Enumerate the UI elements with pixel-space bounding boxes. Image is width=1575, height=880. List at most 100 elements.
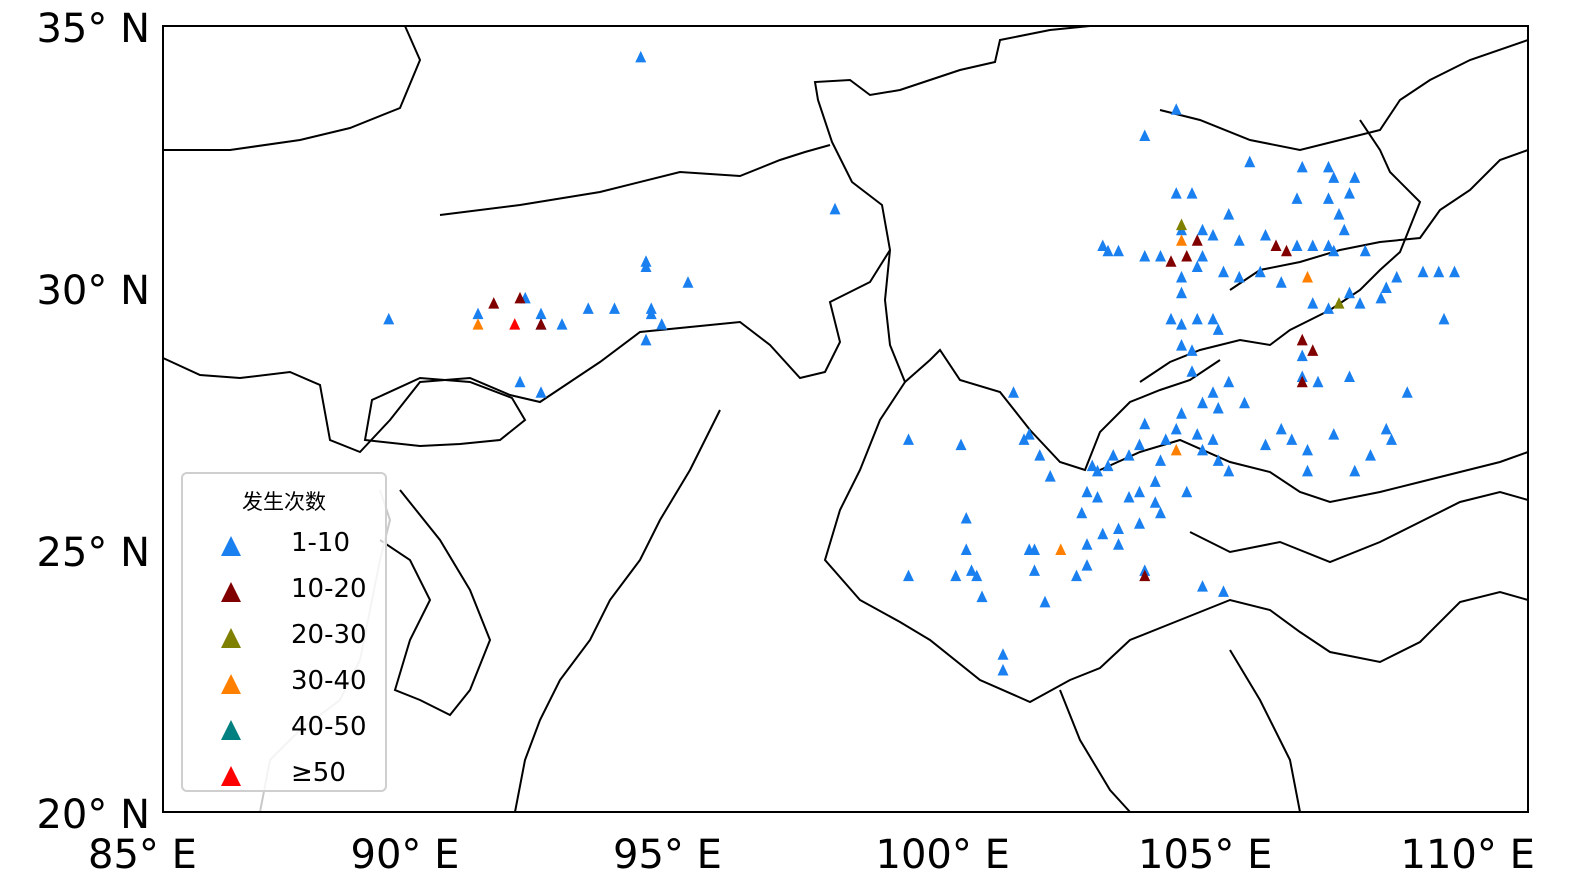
event-point-1-10	[1134, 438, 1145, 451]
event-point-20-30	[1333, 297, 1345, 309]
event-point-1-10	[1076, 506, 1088, 519]
event-point-1-10	[1092, 464, 1103, 477]
y-tick-label: 35° N	[36, 6, 150, 52]
event-point-1-10	[903, 433, 914, 445]
x-tick-label: 105° E	[1138, 832, 1272, 878]
event-point-1-10	[1181, 485, 1193, 498]
event-point-1-10	[1081, 485, 1093, 498]
legend-item: ≥50	[183, 756, 385, 796]
event-point-1-10	[1044, 470, 1056, 482]
event-point-1-10	[1149, 475, 1161, 487]
event-point-1-10	[960, 543, 972, 555]
event-point-1-10	[1328, 428, 1340, 440]
event-point-1-10	[1302, 443, 1313, 456]
event-point-1-10	[1354, 297, 1366, 309]
border-tibet-south	[162, 25, 1091, 454]
event-point-10-20	[1296, 333, 1308, 346]
event-point-1-10	[640, 260, 652, 272]
event-point-1-10	[1123, 449, 1135, 461]
event-point-1-10	[950, 569, 962, 582]
legend-item: 30-40	[183, 664, 385, 704]
event-point-1-10	[682, 276, 694, 288]
x-tick-label: 85° E	[88, 832, 197, 878]
event-point-1-10	[1349, 464, 1361, 477]
legend-title: 发生次数	[242, 490, 326, 514]
event-point-1-10	[640, 333, 652, 346]
event-point-1-10	[1186, 187, 1198, 199]
event-point-1-10	[1344, 286, 1355, 299]
triangle-marker-icon	[221, 628, 241, 648]
event-point-1-10	[1008, 386, 1019, 398]
event-point-1-10	[1191, 428, 1203, 440]
y-axis-ticks: 35° N 30° N 25° N 20° N	[36, 6, 150, 838]
event-point-1-10	[1081, 559, 1093, 571]
event-point-1-10	[1155, 506, 1166, 519]
event-point-1-10	[635, 50, 647, 63]
admin-borders	[162, 25, 1529, 813]
border-shaanxi	[1159, 39, 1529, 152]
event-point-1-10	[609, 302, 620, 314]
event-point-1-10	[1323, 192, 1334, 204]
x-tick-label: 95° E	[613, 832, 722, 878]
event-point-1-10	[1417, 265, 1429, 278]
event-point-1-10	[645, 307, 657, 320]
border-sichuan-tibet	[883, 249, 1221, 472]
event-point-1-10	[1039, 595, 1051, 608]
event-point-1-10	[472, 307, 484, 320]
event-point-1-10	[1207, 433, 1219, 445]
event-point-10-20	[1270, 239, 1282, 252]
legend: 发生次数 1-10 10-20 20-30 30-40 40-50 ≥50	[181, 472, 387, 792]
event-point-1-10	[1223, 208, 1235, 220]
event-point-1-10	[1260, 438, 1271, 451]
event-point-1-10	[1155, 454, 1166, 466]
legend-item: 40-50	[183, 710, 385, 750]
event-point-1-10	[1296, 349, 1308, 362]
border-guangxi	[1189, 490, 1529, 564]
border-bhutan	[363, 376, 527, 448]
event-point-1-10	[1212, 454, 1224, 466]
event-point-10-20	[1165, 255, 1177, 267]
event-point-1-10	[1239, 396, 1250, 409]
event-point-1-10	[1176, 270, 1187, 283]
event-point-1-10	[1113, 538, 1124, 550]
event-point-1-10	[656, 318, 668, 330]
y-tick-label: 25° N	[36, 530, 150, 576]
event-point-1-10	[1197, 396, 1208, 409]
event-point-1-10	[582, 302, 594, 314]
event-point-20-30	[1176, 218, 1187, 231]
event-point-1-10	[1186, 344, 1198, 356]
event-point-1-10	[1102, 459, 1114, 472]
event-point-1-10	[383, 312, 395, 325]
event-point-1-10	[1160, 433, 1172, 445]
event-point-10-20	[514, 291, 526, 304]
event-point-1-10	[955, 438, 967, 451]
event-point-1-10	[1155, 249, 1166, 262]
legend-label: 1-10	[291, 528, 351, 558]
legend-item: 10-20	[183, 572, 385, 612]
event-point-1-10	[1233, 270, 1245, 283]
event-point-1-10	[1176, 339, 1187, 351]
event-point-1-10	[1197, 249, 1208, 262]
x-axis-ticks: 85° E 90° E 95° E 100° E 105° E 110° E	[88, 832, 1535, 878]
event-point-1-10	[1286, 433, 1298, 445]
event-point-1-10	[1197, 443, 1208, 456]
event-point-1-10	[1197, 580, 1208, 592]
event-point-1-10	[1134, 485, 1145, 498]
event-point-30-40	[1170, 443, 1182, 456]
event-point-30-40	[1302, 270, 1313, 283]
event-point-1-10	[556, 318, 568, 330]
legend-item: 1-10	[183, 526, 385, 566]
event-point-1-10	[1097, 239, 1109, 252]
event-point-≥50	[509, 318, 521, 330]
event-point-1-10	[1349, 171, 1361, 183]
event-point-1-10	[1149, 496, 1161, 508]
triangle-marker-icon	[221, 720, 241, 740]
event-point-1-10	[1244, 155, 1256, 168]
border-hubei	[1229, 149, 1529, 291]
event-point-1-10	[1029, 543, 1040, 555]
event-point-1-10	[1123, 491, 1135, 503]
event-point-1-10	[1307, 297, 1319, 309]
event-point-1-10	[1197, 223, 1208, 236]
event-point-1-10	[1139, 249, 1151, 262]
